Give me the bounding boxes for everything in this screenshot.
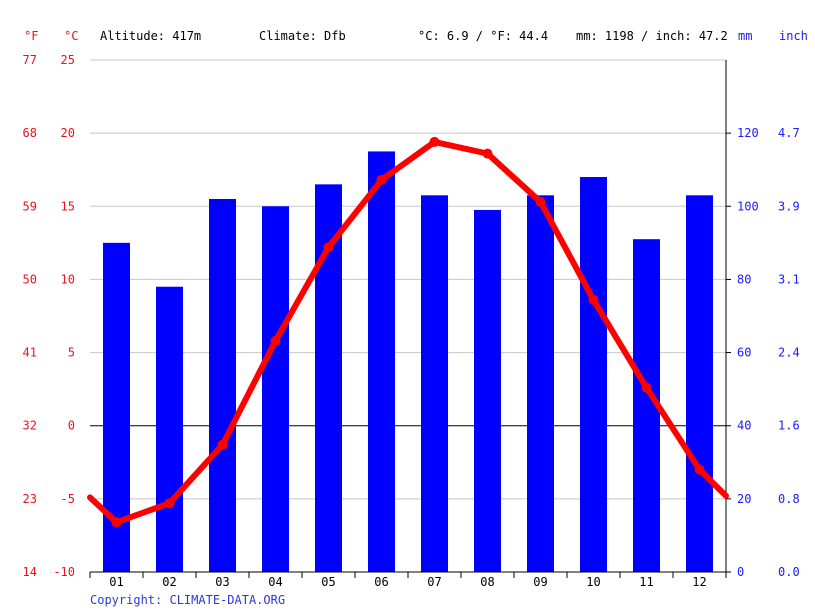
axes [89,60,731,578]
temperature-point [641,382,652,393]
precip-bar [580,177,607,572]
celsius-tick-label: 20 [61,126,75,140]
grid-lines [90,59,726,573]
celsius-tick-label: -5 [61,492,75,506]
unit-inch-label: inch [779,29,808,43]
temperature-point [270,335,281,346]
precip-total-label: mm: 1198 / inch: 47.2 [576,29,728,43]
temperature-point [111,517,122,528]
month-label: 07 [427,575,441,589]
month-label: 04 [268,575,282,589]
fahrenheit-tick-label: 23 [23,492,37,506]
month-label: 02 [162,575,176,589]
precip-bar [262,206,289,573]
precipitation-bars [103,151,713,573]
month-label: 03 [215,575,229,589]
precip-bar [209,198,236,572]
inch-tick-label: 2.4 [778,346,800,360]
mm-tick-label: 80 [737,272,751,286]
inch-tick-label: 1.6 [778,419,800,433]
fahrenheit-tick-label: 32 [23,419,37,433]
month-label: 11 [639,575,653,589]
temperature-point [535,196,546,207]
tick-labels: 01 02 03 04 05 06 07 08 09 10 11 122520151050-5-107… [23,53,800,589]
temperature-point [694,464,705,475]
precip-bar [421,195,448,573]
fahrenheit-tick-label: 41 [23,346,37,360]
mm-tick-label: 100 [737,199,759,213]
mm-tick-label: 20 [737,492,751,506]
unit-f-label: °F [24,29,38,43]
month-label: 09 [533,575,547,589]
precip-bar [156,286,183,572]
temperature-point [376,174,387,185]
celsius-tick-label: 10 [61,272,75,286]
mm-tick-label: 40 [737,419,751,433]
temperature-point [429,136,440,147]
temperature-line-path [87,138,729,526]
precip-bar [527,195,554,573]
fahrenheit-tick-label: 77 [23,53,37,67]
unit-mm-label: mm [738,29,752,43]
temperature-point [323,242,334,253]
celsius-tick-label: 15 [61,199,75,213]
temperature-point [482,148,493,159]
inch-tick-label: 3.9 [778,199,800,213]
celsius-tick-label: 5 [68,346,75,360]
precip-bar [368,151,395,572]
temperature-point [164,498,175,509]
altitude-label: Altitude: 417m [100,29,201,43]
temperature-point [588,294,599,305]
inch-tick-label: 0.0 [778,565,800,579]
month-label: 12 [692,575,706,589]
precip-bar [474,209,501,572]
inch-tick-label: 3.1 [778,272,800,286]
temperature-line [87,136,729,528]
unit-c-label: °C [64,29,78,43]
inch-tick-label: 4.7 [778,126,800,140]
fahrenheit-tick-label: 68 [23,126,37,140]
temperature-point [217,439,228,450]
fahrenheit-tick-label: 14 [23,565,37,579]
inch-tick-label: 0.8 [778,492,800,506]
mm-tick-label: 0 [737,565,744,579]
month-label: 06 [374,575,388,589]
precip-bar [686,195,713,573]
mm-tick-label: 120 [737,126,759,140]
celsius-tick-label: 25 [61,53,75,67]
mm-tick-label: 60 [737,346,751,360]
month-label: 01 [109,575,123,589]
celsius-tick-label: 0 [68,419,75,433]
celsius-tick-label: -10 [53,565,75,579]
fahrenheit-tick-label: 50 [23,272,37,286]
month-label: 05 [321,575,335,589]
copyright-footer: Copyright: CLIMATE-DATA.ORG [90,593,285,607]
fahrenheit-tick-label: 59 [23,199,37,213]
temp-average-label: °C: 6.9 / °F: 44.4 [418,29,548,43]
climate-label: Climate: Dfb [259,29,346,43]
month-label: 08 [480,575,494,589]
month-label: 10 [586,575,600,589]
